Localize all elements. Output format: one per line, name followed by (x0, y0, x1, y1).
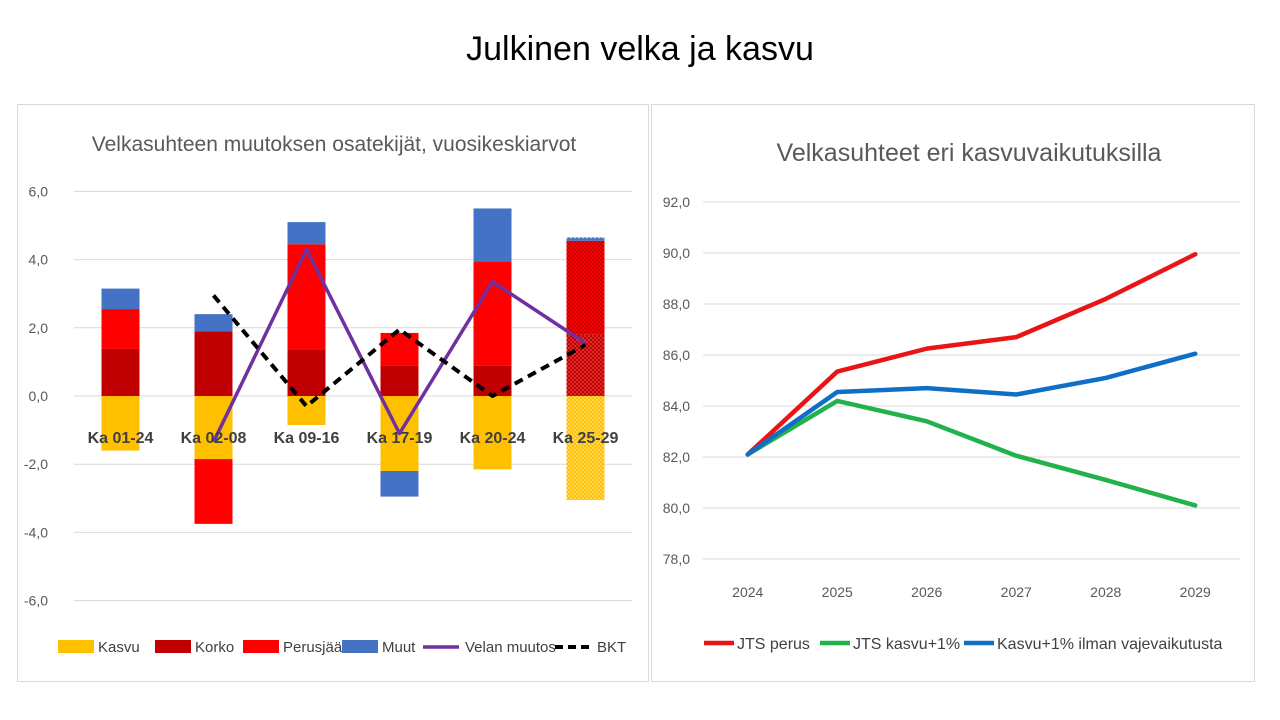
bar-kasvu-6 (566, 396, 605, 501)
y-tick-label: 0,0 (29, 388, 49, 404)
category-label: Ka 25-29 (553, 430, 619, 447)
bar-muut-1 (101, 288, 140, 310)
debt-components-chart: Velkasuhteen muutoksen osatekijät, vuosi… (24, 133, 632, 656)
legend-swatch-kasvu (58, 640, 94, 653)
bar-muut-2 (194, 314, 233, 332)
y-tick-label: 82,0 (663, 449, 690, 465)
bar-kasvu-1 (101, 396, 140, 451)
category-label: Ka 20-24 (460, 430, 526, 447)
y-tick-label: 4,0 (29, 252, 49, 268)
bar-perusj-m-3 (287, 244, 326, 350)
category-label: Ka 09-16 (274, 430, 340, 447)
legend-swatch-perusj-m (243, 640, 279, 653)
line-jts-perus (745, 252, 1198, 457)
left-chart-title: Velkasuhteen muutoksen osatekijät, vuosi… (92, 133, 577, 156)
bar-kasvu-5 (473, 396, 512, 470)
bar-perusj-m-6 (566, 240, 605, 335)
x-tick-label: 2028 (1090, 584, 1121, 600)
bar-korko-5 (473, 365, 512, 396)
y-tick-label: 92,0 (663, 194, 690, 210)
y-tick-label: 88,0 (663, 296, 690, 312)
right-chart-panel: Velkasuhteet eri kasvuvaikutuksilla 92,0… (651, 104, 1255, 682)
category-label: Ka 17-19 (367, 430, 433, 447)
y-tick-label: -4,0 (24, 524, 48, 540)
y-tick-label: 86,0 (663, 347, 690, 363)
bar-perusj-m-5 (473, 261, 512, 366)
bar-perusj-m-2 (194, 459, 233, 524)
y-tick-label: 90,0 (663, 245, 690, 261)
legend-label-korko: Korko (195, 639, 234, 656)
y-tick-label: -6,0 (24, 593, 48, 609)
legend-label-bkt: BKT (597, 639, 626, 656)
left-chart-panel: Velkasuhteen muutoksen osatekijät, vuosi… (17, 104, 649, 682)
bar-muut-5 (473, 208, 512, 262)
x-tick-label: 2025 (822, 584, 853, 600)
bar-muut-4 (380, 471, 419, 497)
legend-swatch-muut (342, 640, 378, 653)
slide-title: Julkinen velka ja kasvu (466, 30, 814, 68)
legend-swatch-korko (155, 640, 191, 653)
y-tick-label: -2,0 (24, 456, 48, 472)
y-tick-label: 2,0 (29, 320, 49, 336)
legend-label-jts-perus: JTS perus (737, 636, 810, 653)
line-kasvu-1-ilman-vajevaikutusta (745, 351, 1198, 457)
legend-label-muut: Muut (382, 639, 416, 656)
legend-label-kasvu-1-ilman-vajevaikutusta: Kasvu+1% ilman vajevaikutusta (997, 636, 1223, 653)
x-tick-label: 2029 (1180, 584, 1211, 600)
y-tick-label: 80,0 (663, 500, 690, 516)
right-chart-title: Velkasuhteet eri kasvuvaikutuksilla (777, 139, 1162, 167)
category-label: Ka 02-08 (181, 430, 247, 447)
x-tick-label: 2024 (732, 584, 763, 600)
bar-korko-1 (101, 348, 140, 396)
line-jts-kasvu-1 (745, 398, 1198, 508)
x-tick-label: 2026 (911, 584, 942, 600)
y-tick-label: 84,0 (663, 398, 690, 414)
category-label: Ka 01-24 (88, 430, 154, 447)
y-tick-label: 6,0 (29, 183, 49, 199)
bar-perusj-m-4 (380, 332, 419, 366)
line-velan-muutos (211, 247, 587, 443)
bar-korko-4 (380, 365, 419, 396)
bar-perusj-m-1 (101, 309, 140, 349)
legend-label-jts-kasvu-1: JTS kasvu+1% (853, 636, 960, 653)
legend-label-kasvu: Kasvu (98, 639, 140, 656)
y-tick-label: 78,0 (663, 551, 690, 567)
bar-muut-3 (287, 222, 326, 245)
legend-label-velan-muutos: Velan muutos (465, 639, 556, 656)
debt-ratio-scenarios-chart: Velkasuhteet eri kasvuvaikutuksilla 92,0… (663, 139, 1240, 653)
bar-kasvu-2 (194, 396, 233, 460)
line-bkt (211, 294, 587, 409)
bar-korko-2 (194, 331, 233, 396)
bar-kasvu-3 (287, 396, 326, 425)
x-tick-label: 2027 (1001, 584, 1032, 600)
bar-korko-6 (566, 334, 605, 396)
bar-muut-6 (566, 237, 605, 241)
